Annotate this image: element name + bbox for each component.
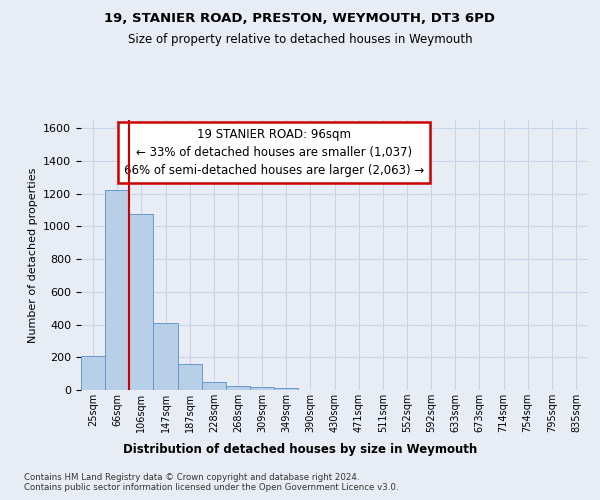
Bar xyxy=(105,190,129,390)
Bar xyxy=(250,387,274,390)
Text: Contains HM Land Registry data © Crown copyright and database right 2024.: Contains HM Land Registry data © Crown c… xyxy=(24,472,359,482)
Bar xyxy=(178,364,202,390)
Bar xyxy=(226,386,250,390)
Text: 19, STANIER ROAD, PRESTON, WEYMOUTH, DT3 6PD: 19, STANIER ROAD, PRESTON, WEYMOUTH, DT3… xyxy=(104,12,496,26)
Text: Contains public sector information licensed under the Open Government Licence v3: Contains public sector information licen… xyxy=(24,484,398,492)
Bar xyxy=(202,382,226,390)
Y-axis label: Number of detached properties: Number of detached properties xyxy=(28,168,38,342)
Text: Size of property relative to detached houses in Weymouth: Size of property relative to detached ho… xyxy=(128,32,472,46)
Bar xyxy=(129,214,154,390)
Text: 19 STANIER ROAD: 96sqm
← 33% of detached houses are smaller (1,037)
66% of semi-: 19 STANIER ROAD: 96sqm ← 33% of detached… xyxy=(124,128,424,177)
Bar xyxy=(274,388,298,390)
Bar xyxy=(154,323,178,390)
Text: Distribution of detached houses by size in Weymouth: Distribution of detached houses by size … xyxy=(123,442,477,456)
Bar xyxy=(81,356,105,390)
